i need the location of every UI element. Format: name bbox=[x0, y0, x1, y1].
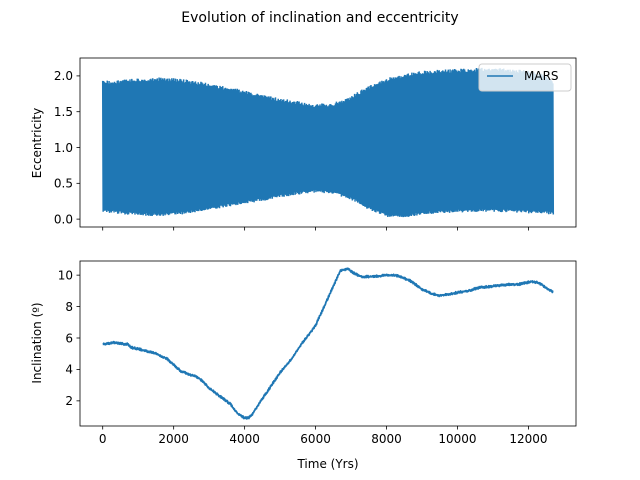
eccentricity-axes-frame bbox=[79, 57, 577, 228]
eccentricity-axes: 0.0 0.5 1.0 1.5 2.0 Eccentricity MARS bbox=[30, 57, 577, 231]
inclination-axes-frame bbox=[79, 260, 577, 427]
eccentricity-y-tick-label-1.5: 1.5 bbox=[54, 105, 73, 119]
inclination-x-tick-label-0: 0 bbox=[99, 432, 107, 446]
figure-title: Evolution of inclination and eccentricit… bbox=[181, 10, 458, 26]
inclination-y-tick-label-4: 4 bbox=[65, 363, 73, 377]
inclination-x-tick-label-6000: 6000 bbox=[300, 432, 331, 446]
eccentricity-y-axis-label: Eccentricity bbox=[30, 108, 44, 178]
inclination-series-mars bbox=[102, 267, 554, 420]
inclination-y-tick-label-6: 6 bbox=[65, 331, 73, 345]
inclination-x-tick-label-8000: 8000 bbox=[371, 432, 402, 446]
inclination-plot-area bbox=[102, 267, 554, 420]
eccentricity-plot-area bbox=[101, 67, 555, 218]
inclination-x-tick-label-4000: 4000 bbox=[229, 432, 260, 446]
eccentricity-series-mars bbox=[101, 67, 555, 218]
eccentricity-y-tick-label-2: 2.0 bbox=[54, 69, 73, 83]
eccentricity-y-tick-label-0.5: 0.5 bbox=[54, 177, 73, 191]
inclination-y-tick-label-8: 8 bbox=[65, 300, 73, 314]
inclination-y-ticks: 2 4 6 8 10 bbox=[58, 268, 80, 408]
legend-mars-label: MARS bbox=[524, 69, 559, 83]
eccentricity-y-tick-label-0: 0.0 bbox=[54, 212, 73, 226]
inclination-x-ticks: 0 2000 4000 6000 8000 10000 12000 bbox=[99, 426, 548, 446]
eccentricity-x-ticks bbox=[102, 227, 529, 231]
inclination-y-tick-label-10: 10 bbox=[58, 268, 73, 282]
inclination-y-axis-label: Inclination (º) bbox=[30, 302, 44, 383]
inclination-x-tick-label-2000: 2000 bbox=[158, 432, 189, 446]
inclination-x-tick-label-12000: 12000 bbox=[509, 432, 547, 446]
eccentricity-y-tick-label-1: 1.0 bbox=[54, 141, 73, 155]
inclination-x-tick-label-10000: 10000 bbox=[438, 432, 476, 446]
inclination-axes: 0 2000 4000 6000 8000 10000 12000 2 4 6 8 10 Incli… bbox=[30, 260, 577, 471]
legend: MARS bbox=[478, 63, 572, 92]
legend-frame bbox=[478, 63, 572, 92]
inclination-y-tick-label-2: 2 bbox=[65, 394, 73, 408]
eccentricity-y-ticks: 0.0 0.5 1.0 1.5 2.0 bbox=[54, 69, 80, 226]
time-x-axis-label: Time (Yrs) bbox=[296, 457, 358, 471]
